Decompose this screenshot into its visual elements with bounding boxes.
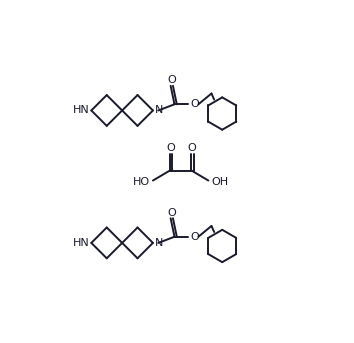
Text: OH: OH [211,177,229,187]
Text: O: O [166,143,175,153]
Text: O: O [190,99,199,109]
Text: HN: HN [73,238,90,248]
Text: N: N [154,238,163,248]
Text: N: N [154,105,163,116]
Text: HO: HO [133,177,150,187]
Text: HN: HN [73,105,90,116]
Text: O: O [188,143,196,153]
Text: O: O [190,232,199,242]
Text: O: O [167,208,176,218]
Text: O: O [167,75,176,85]
